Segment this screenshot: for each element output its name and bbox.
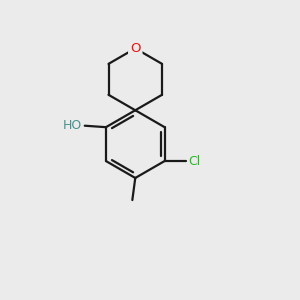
Text: O: O	[130, 42, 140, 55]
Text: Cl: Cl	[189, 154, 201, 167]
Text: HO: HO	[63, 119, 82, 132]
